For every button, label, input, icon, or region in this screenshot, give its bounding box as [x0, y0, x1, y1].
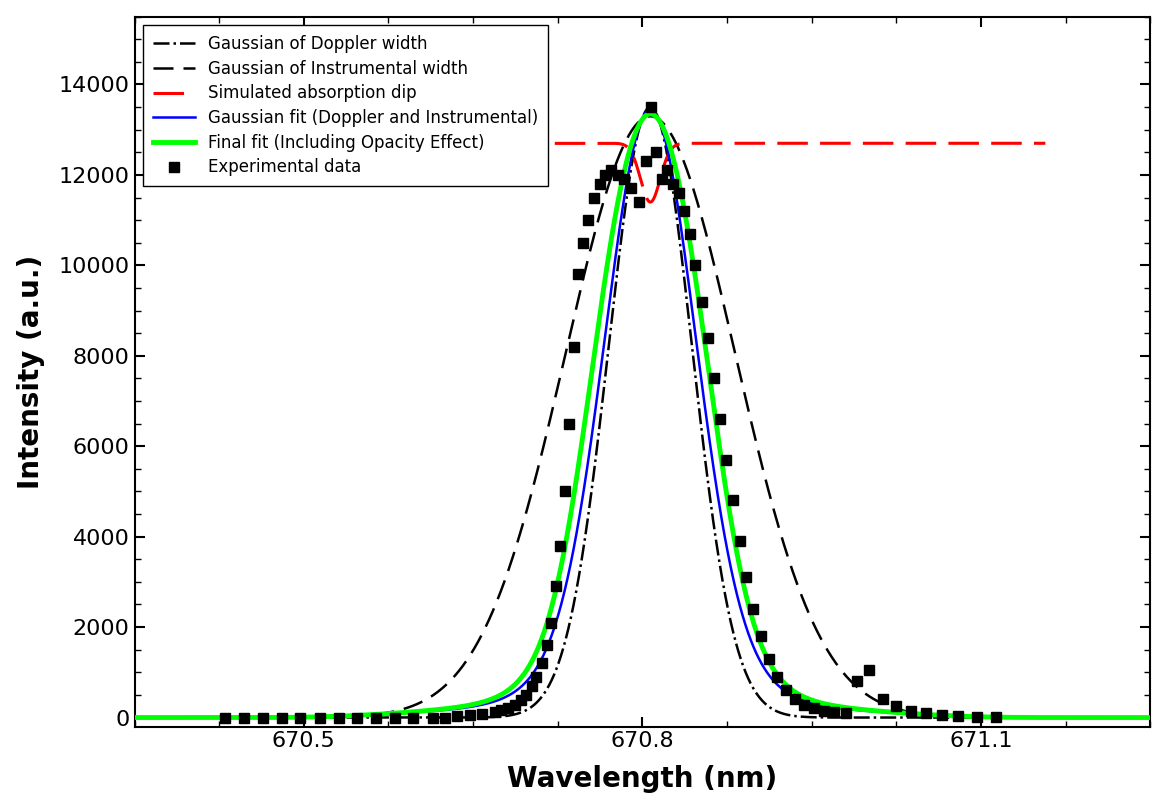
Gaussian of Instrumental width — [118, 713, 132, 723]
Experimental data — [788, 695, 802, 705]
Gaussian of Doppler width — [76, 713, 90, 723]
Gaussian of Doppler width — [139, 713, 153, 723]
Gaussian fit (Doppler and Instrumental) — [643, 104, 657, 114]
Final fit (Including Opacity Effect) — [1140, 713, 1154, 723]
Gaussian of Doppler width — [623, 172, 637, 181]
Legend: Gaussian of Doppler width, Gaussian of Instrumental width, Simulated absorption : Gaussian of Doppler width, Gaussian of I… — [142, 25, 548, 186]
Line: Gaussian fit (Doppler and Instrumental): Gaussian fit (Doppler and Instrumental) — [78, 109, 1167, 718]
X-axis label: Wavelength (nm): Wavelength (nm) — [508, 765, 777, 793]
Final fit (Including Opacity Effect) — [643, 109, 657, 119]
Final fit (Including Opacity Effect) — [71, 713, 85, 723]
Experimental data — [644, 102, 658, 112]
Y-axis label: Intensity (a.u.): Intensity (a.u.) — [16, 254, 44, 488]
Experimental data — [988, 712, 1002, 722]
Final fit (Including Opacity Effect) — [76, 713, 90, 723]
Line: Gaussian of Doppler width: Gaussian of Doppler width — [78, 107, 1167, 718]
Gaussian of Doppler width — [118, 713, 132, 723]
Gaussian of Instrumental width — [76, 713, 90, 723]
Gaussian of Instrumental width — [71, 713, 85, 723]
Gaussian of Doppler width — [293, 713, 307, 723]
Final fit (Including Opacity Effect) — [623, 145, 637, 155]
Gaussian of Instrumental width — [139, 713, 153, 723]
Line: Final fit (Including Opacity Effect): Final fit (Including Opacity Effect) — [78, 114, 1167, 718]
Gaussian fit (Doppler and Instrumental) — [139, 713, 153, 723]
Final fit (Including Opacity Effect) — [118, 713, 132, 723]
Gaussian of Instrumental width — [623, 129, 637, 139]
Line: Experimental data: Experimental data — [219, 102, 1000, 723]
Experimental data — [530, 672, 544, 682]
Gaussian fit (Doppler and Instrumental) — [71, 713, 85, 723]
Simulated absorption dip — [293, 139, 307, 148]
Experimental data — [603, 165, 617, 175]
Line: Gaussian of Instrumental width: Gaussian of Instrumental width — [78, 117, 1167, 718]
Experimental data — [770, 672, 784, 682]
Gaussian fit (Doppler and Instrumental) — [118, 713, 132, 723]
Gaussian of Instrumental width — [643, 112, 657, 122]
Gaussian of Doppler width — [643, 102, 657, 112]
Experimental data — [508, 700, 522, 710]
Gaussian of Instrumental width — [1140, 713, 1154, 723]
Final fit (Including Opacity Effect) — [139, 713, 153, 723]
Line: Simulated absorption dip: Simulated absorption dip — [256, 143, 1046, 202]
Gaussian fit (Doppler and Instrumental) — [623, 160, 637, 170]
Simulated absorption dip — [623, 145, 637, 155]
Experimental data — [525, 681, 539, 691]
Gaussian of Doppler width — [1140, 713, 1154, 723]
Gaussian of Instrumental width — [293, 713, 307, 723]
Gaussian fit (Doppler and Instrumental) — [1140, 713, 1154, 723]
Final fit (Including Opacity Effect) — [293, 712, 307, 722]
Experimental data — [218, 713, 232, 723]
Gaussian of Doppler width — [71, 713, 85, 723]
Gaussian fit (Doppler and Instrumental) — [293, 713, 307, 723]
Gaussian fit (Doppler and Instrumental) — [76, 713, 90, 723]
